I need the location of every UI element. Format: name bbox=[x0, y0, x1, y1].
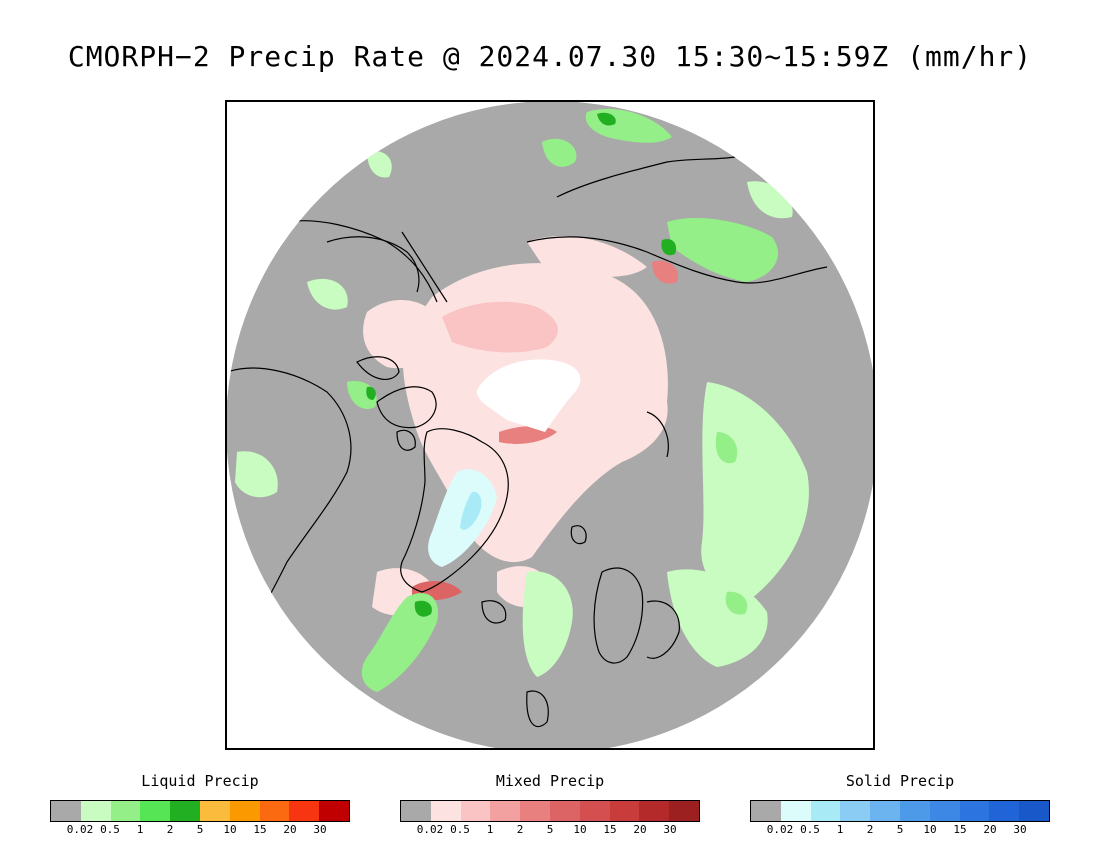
liquid-precip-area bbox=[667, 217, 778, 282]
legend-swatch bbox=[579, 801, 610, 821]
coastlines bbox=[227, 151, 828, 728]
liquid-precip-area bbox=[661, 238, 677, 256]
legend-title: Liquid Precip bbox=[141, 772, 259, 790]
legend-swatch bbox=[229, 801, 260, 821]
legend-colorbar bbox=[400, 800, 700, 822]
legend-tick-label: 10 bbox=[573, 823, 587, 836]
legend-swatch bbox=[520, 801, 550, 821]
legend-swatch bbox=[140, 801, 171, 821]
legend-title: Solid Precip bbox=[845, 772, 955, 790]
legend-swatch bbox=[669, 801, 699, 821]
legend-tick-label: 0.02 bbox=[766, 823, 794, 836]
liquid-precip-area bbox=[414, 600, 432, 617]
liquid-precip-area bbox=[667, 569, 768, 667]
legend-swatch bbox=[639, 801, 670, 821]
legend-tick-label: 1 bbox=[136, 823, 144, 836]
legend-tick-labels: 0.02 0.5 1 2 5 10 15 20 30 bbox=[50, 823, 350, 837]
legend-swatch bbox=[1019, 801, 1049, 821]
legend-tick-label: 30 bbox=[663, 823, 677, 836]
legend-swatch bbox=[170, 801, 200, 821]
legend-swatch bbox=[549, 801, 580, 821]
legend-swatch bbox=[751, 801, 781, 821]
legend-tick-label: 30 bbox=[1013, 823, 1027, 836]
liquid-precip-area bbox=[597, 112, 616, 126]
legend-tick-label: 0.02 bbox=[416, 823, 444, 836]
legend-mixed-precip: Mixed Precip 0.02 0.5 1 2 5 10 15 20 30 bbox=[400, 772, 700, 837]
legend-swatch bbox=[199, 801, 230, 821]
mixed-precip-core bbox=[652, 260, 678, 284]
legend-tick-label: 30 bbox=[313, 823, 327, 836]
legend-tick-label: 0.5 bbox=[800, 823, 820, 836]
legend-tick-label: 20 bbox=[983, 823, 997, 836]
legend-swatch bbox=[319, 801, 349, 821]
legend-swatch bbox=[609, 801, 640, 821]
liquid-precip-area bbox=[366, 386, 376, 400]
legend-tick-label: 1 bbox=[836, 823, 844, 836]
legend-swatch bbox=[430, 801, 461, 821]
legend-tick-label: 5 bbox=[196, 823, 204, 836]
legend-tick-label: 0.5 bbox=[450, 823, 470, 836]
legend-swatch bbox=[899, 801, 930, 821]
legend-tick-label: 15 bbox=[253, 823, 267, 836]
legend-swatch bbox=[840, 801, 871, 821]
legend-tick-labels: 0.02 0.5 1 2 5 10 15 20 30 bbox=[750, 823, 1050, 837]
legend-swatch bbox=[259, 801, 290, 821]
legend-swatch bbox=[80, 801, 111, 821]
legend-tick-label: 10 bbox=[223, 823, 237, 836]
map-title: CMORPH−2 Precip Rate @ 2024.07.30 15:30~… bbox=[67, 40, 1033, 73]
liquid-precip-area bbox=[367, 151, 392, 178]
legend-swatch bbox=[401, 801, 431, 821]
legend-swatch bbox=[490, 801, 521, 821]
legend-tick-label: 0.02 bbox=[66, 823, 94, 836]
legend-swatch bbox=[959, 801, 990, 821]
legend-swatch bbox=[810, 801, 841, 821]
legend-tick-label: 2 bbox=[866, 823, 874, 836]
mixed-precip-area bbox=[442, 301, 558, 353]
legend-tick-labels: 0.02 0.5 1 2 5 10 15 20 30 bbox=[400, 823, 700, 837]
mixed-precip-area bbox=[363, 300, 442, 369]
legend-tick-label: 2 bbox=[516, 823, 524, 836]
liquid-precip-area bbox=[542, 138, 577, 167]
legend-tick-label: 15 bbox=[603, 823, 617, 836]
legend-tick-label: 15 bbox=[953, 823, 967, 836]
legend-swatch bbox=[110, 801, 141, 821]
legend-tick-label: 0.5 bbox=[100, 823, 120, 836]
solid-precip-area bbox=[460, 491, 482, 530]
legend-tick-label: 5 bbox=[896, 823, 904, 836]
liquid-precip-area bbox=[715, 432, 738, 464]
liquid-precip-area bbox=[235, 451, 278, 498]
liquid-precip-area bbox=[747, 181, 793, 219]
liquid-precip-area bbox=[307, 278, 348, 310]
legend-tick-label: 20 bbox=[283, 823, 297, 836]
legend-swatch bbox=[289, 801, 320, 821]
legend-swatch bbox=[989, 801, 1020, 821]
no-data-area bbox=[476, 359, 581, 432]
legend-solid-precip: Solid Precip 0.02 0.5 1 2 5 10 15 20 30 bbox=[750, 772, 1050, 837]
legend-tick-label: 10 bbox=[923, 823, 937, 836]
legend-colorbar bbox=[750, 800, 1050, 822]
legend-tick-label: 2 bbox=[166, 823, 174, 836]
mixed-precip-area bbox=[527, 236, 647, 277]
legend-liquid-precip: Liquid Precip 0.02 0.5 1 2 5 10 15 20 30 bbox=[50, 772, 350, 837]
liquid-precip-area bbox=[522, 571, 573, 677]
polar-map-svg bbox=[227, 102, 873, 748]
liquid-precip-area bbox=[361, 593, 438, 692]
legend-swatch bbox=[51, 801, 81, 821]
legend-swatch bbox=[780, 801, 811, 821]
legend-swatch bbox=[929, 801, 960, 821]
legend-swatch bbox=[460, 801, 491, 821]
legend-tick-label: 20 bbox=[633, 823, 647, 836]
legend-title: Mixed Precip bbox=[495, 772, 605, 790]
legend-colorbar bbox=[50, 800, 350, 822]
legend-tick-label: 1 bbox=[486, 823, 494, 836]
liquid-precip-area bbox=[725, 591, 748, 615]
precip-map bbox=[225, 100, 875, 750]
legend-swatch bbox=[870, 801, 900, 821]
legend-tick-label: 5 bbox=[546, 823, 554, 836]
